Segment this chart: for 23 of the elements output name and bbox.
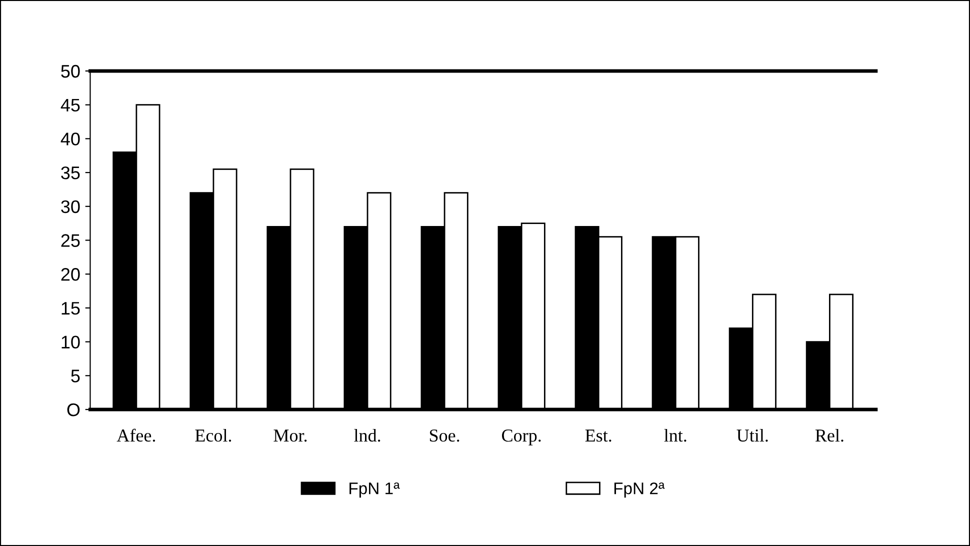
y-tick-label: 40 bbox=[60, 132, 80, 146]
y-tick-label: 15 bbox=[62, 302, 80, 315]
x-tick-label: Soe. bbox=[430, 430, 460, 442]
x-tick-label: Util. bbox=[736, 428, 768, 442]
y-tick-label: 50 bbox=[61, 64, 80, 78]
legend-label: FpN 1ª bbox=[350, 482, 400, 498]
x-tick-label: Est. bbox=[585, 430, 612, 442]
y-tick-label: 25 bbox=[61, 234, 80, 247]
legend-label: FpN 2ª bbox=[614, 482, 665, 498]
y-tick-label: 35 bbox=[61, 166, 80, 180]
y-tick-label: 30 bbox=[61, 200, 80, 214]
x-tick-label: Mor. bbox=[274, 430, 307, 442]
x-tick-label: Corp. bbox=[502, 430, 541, 446]
x-tick-label: Afee. bbox=[116, 428, 156, 442]
y-tick-label: 20 bbox=[61, 268, 80, 281]
y-tick-label: 5 bbox=[71, 370, 80, 382]
x-tick-label: Rel. bbox=[815, 428, 844, 442]
x-tick-label: lnd. bbox=[354, 428, 380, 442]
y-tick-label: 10 bbox=[62, 336, 80, 349]
y-tick-label: O bbox=[67, 403, 80, 416]
x-tick-label: lnt. bbox=[664, 428, 686, 442]
y-tick-label: 45 bbox=[60, 98, 80, 112]
x-tick-label: Ecol. bbox=[195, 428, 232, 442]
